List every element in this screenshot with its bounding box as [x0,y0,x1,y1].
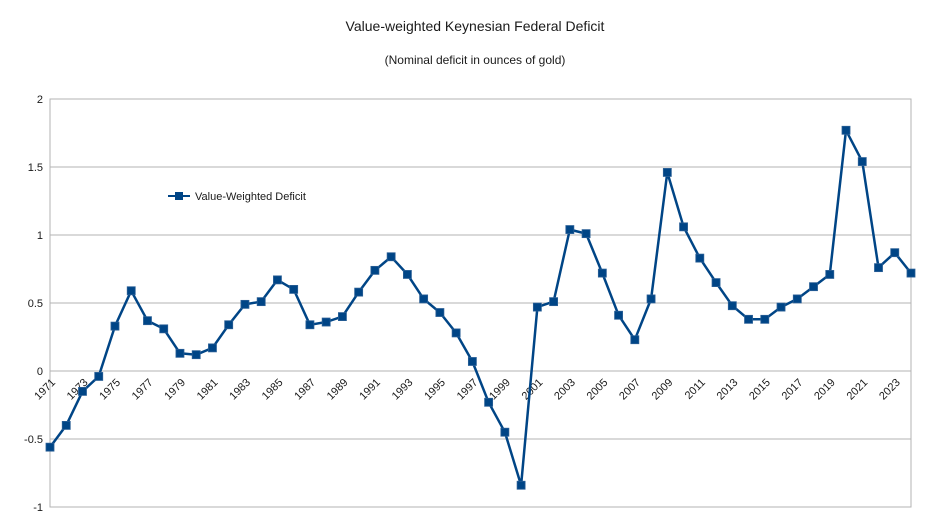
x-tick-label: 1989 [325,377,351,403]
data-point [208,343,217,353]
data-point [143,316,152,326]
legend-marker [175,192,183,200]
data-point [711,278,721,288]
y-tick-label: 2 [37,94,43,106]
data-point [451,328,461,338]
data-point [760,314,770,324]
data-point [646,294,656,304]
data-point [874,263,883,273]
data-point [792,294,802,304]
x-tick-label: 1991 [357,377,383,403]
data-point [695,253,705,263]
data-point [370,265,380,275]
data-point [273,275,282,285]
data-point [386,252,396,262]
x-tick-label: 1971 [32,377,58,403]
data-point [78,386,87,396]
x-tick-label: 1993 [390,377,416,403]
data-point [354,287,364,297]
x-tick-label: 2019 [812,377,838,403]
x-tick-label: 1983 [227,377,253,403]
data-point [841,125,851,135]
data-point [321,317,331,327]
y-tick-label: 1 [37,230,43,242]
data-point [597,268,607,278]
x-tick-label: 2017 [780,377,806,403]
x-tick-label: 1987 [292,377,318,403]
data-point [305,320,315,330]
data-point [890,248,900,258]
x-tick-label: 2013 [715,377,741,403]
data-point [630,335,640,345]
data-point [94,372,104,381]
data-point [467,357,477,366]
data-point [744,314,753,324]
data-point [549,297,559,307]
x-axis-ticks: 1971 1973 1975 1977 1979 1981 1983 1985 1987 1989… [32,377,903,403]
x-tick-label: 2009 [650,377,676,403]
x-tick-label: 2005 [585,377,611,403]
data-point [224,320,234,330]
y-axis-ticks: -1 -0.5 0 0.5 1 1.5 2 [24,94,43,514]
x-tick-label: 1977 [130,377,156,403]
data-point [61,420,71,430]
data-point [110,321,120,331]
data-point [679,222,688,232]
x-tick-label: 1981 [195,377,221,403]
chart-subtitle: (Nominal deficit in ounces of gold) [385,53,566,67]
data-point [614,310,623,320]
data-point [175,348,185,358]
x-tick-label: 1997 [455,377,481,403]
data-point [191,350,201,360]
x-tick-label: 1985 [260,377,286,403]
data-point [240,299,250,309]
x-tick-label: 2001 [520,377,546,403]
data-point [809,282,818,292]
data-point [402,270,412,279]
data-point [581,229,591,239]
y-tick-label: -1 [33,502,43,514]
series-layer [45,125,916,490]
data-point [419,294,429,304]
data-point [906,268,916,278]
data-point [435,308,445,317]
x-tick-label: 2015 [747,377,773,403]
x-tick-label: 2003 [552,377,578,403]
data-point [256,297,266,307]
plot-area-frame [49,98,912,508]
legend-label: Value-Weighted Deficit [195,191,306,203]
data-point [500,427,510,437]
data-point [565,225,575,234]
data-point [126,286,136,296]
x-tick-label: 2021 [845,377,871,403]
x-tick-label: 2023 [877,377,903,403]
y-tick-label: 1.5 [28,162,43,174]
y-tick-label: 0 [37,366,43,378]
y-tick-label: -0.5 [24,434,43,446]
data-point [776,302,786,312]
legend: Value-Weighted Deficit [168,191,306,203]
data-point [516,480,526,490]
data-point [662,168,672,177]
x-tick-label: 2007 [617,377,643,403]
data-point [289,284,299,294]
x-tick-label: 1995 [422,377,448,403]
data-point [484,397,494,407]
data-point [857,157,867,166]
data-point [159,324,169,334]
data-point [727,301,737,311]
chart-title: Value-weighted Keynesian Federal Deficit [346,18,605,34]
data-point [338,312,347,322]
y-tick-label: 0.5 [28,298,43,310]
data-point [532,302,542,312]
x-tick-label: 2011 [683,377,708,402]
data-point [825,270,835,279]
x-tick-label: 1979 [162,377,188,403]
data-point [45,442,55,452]
